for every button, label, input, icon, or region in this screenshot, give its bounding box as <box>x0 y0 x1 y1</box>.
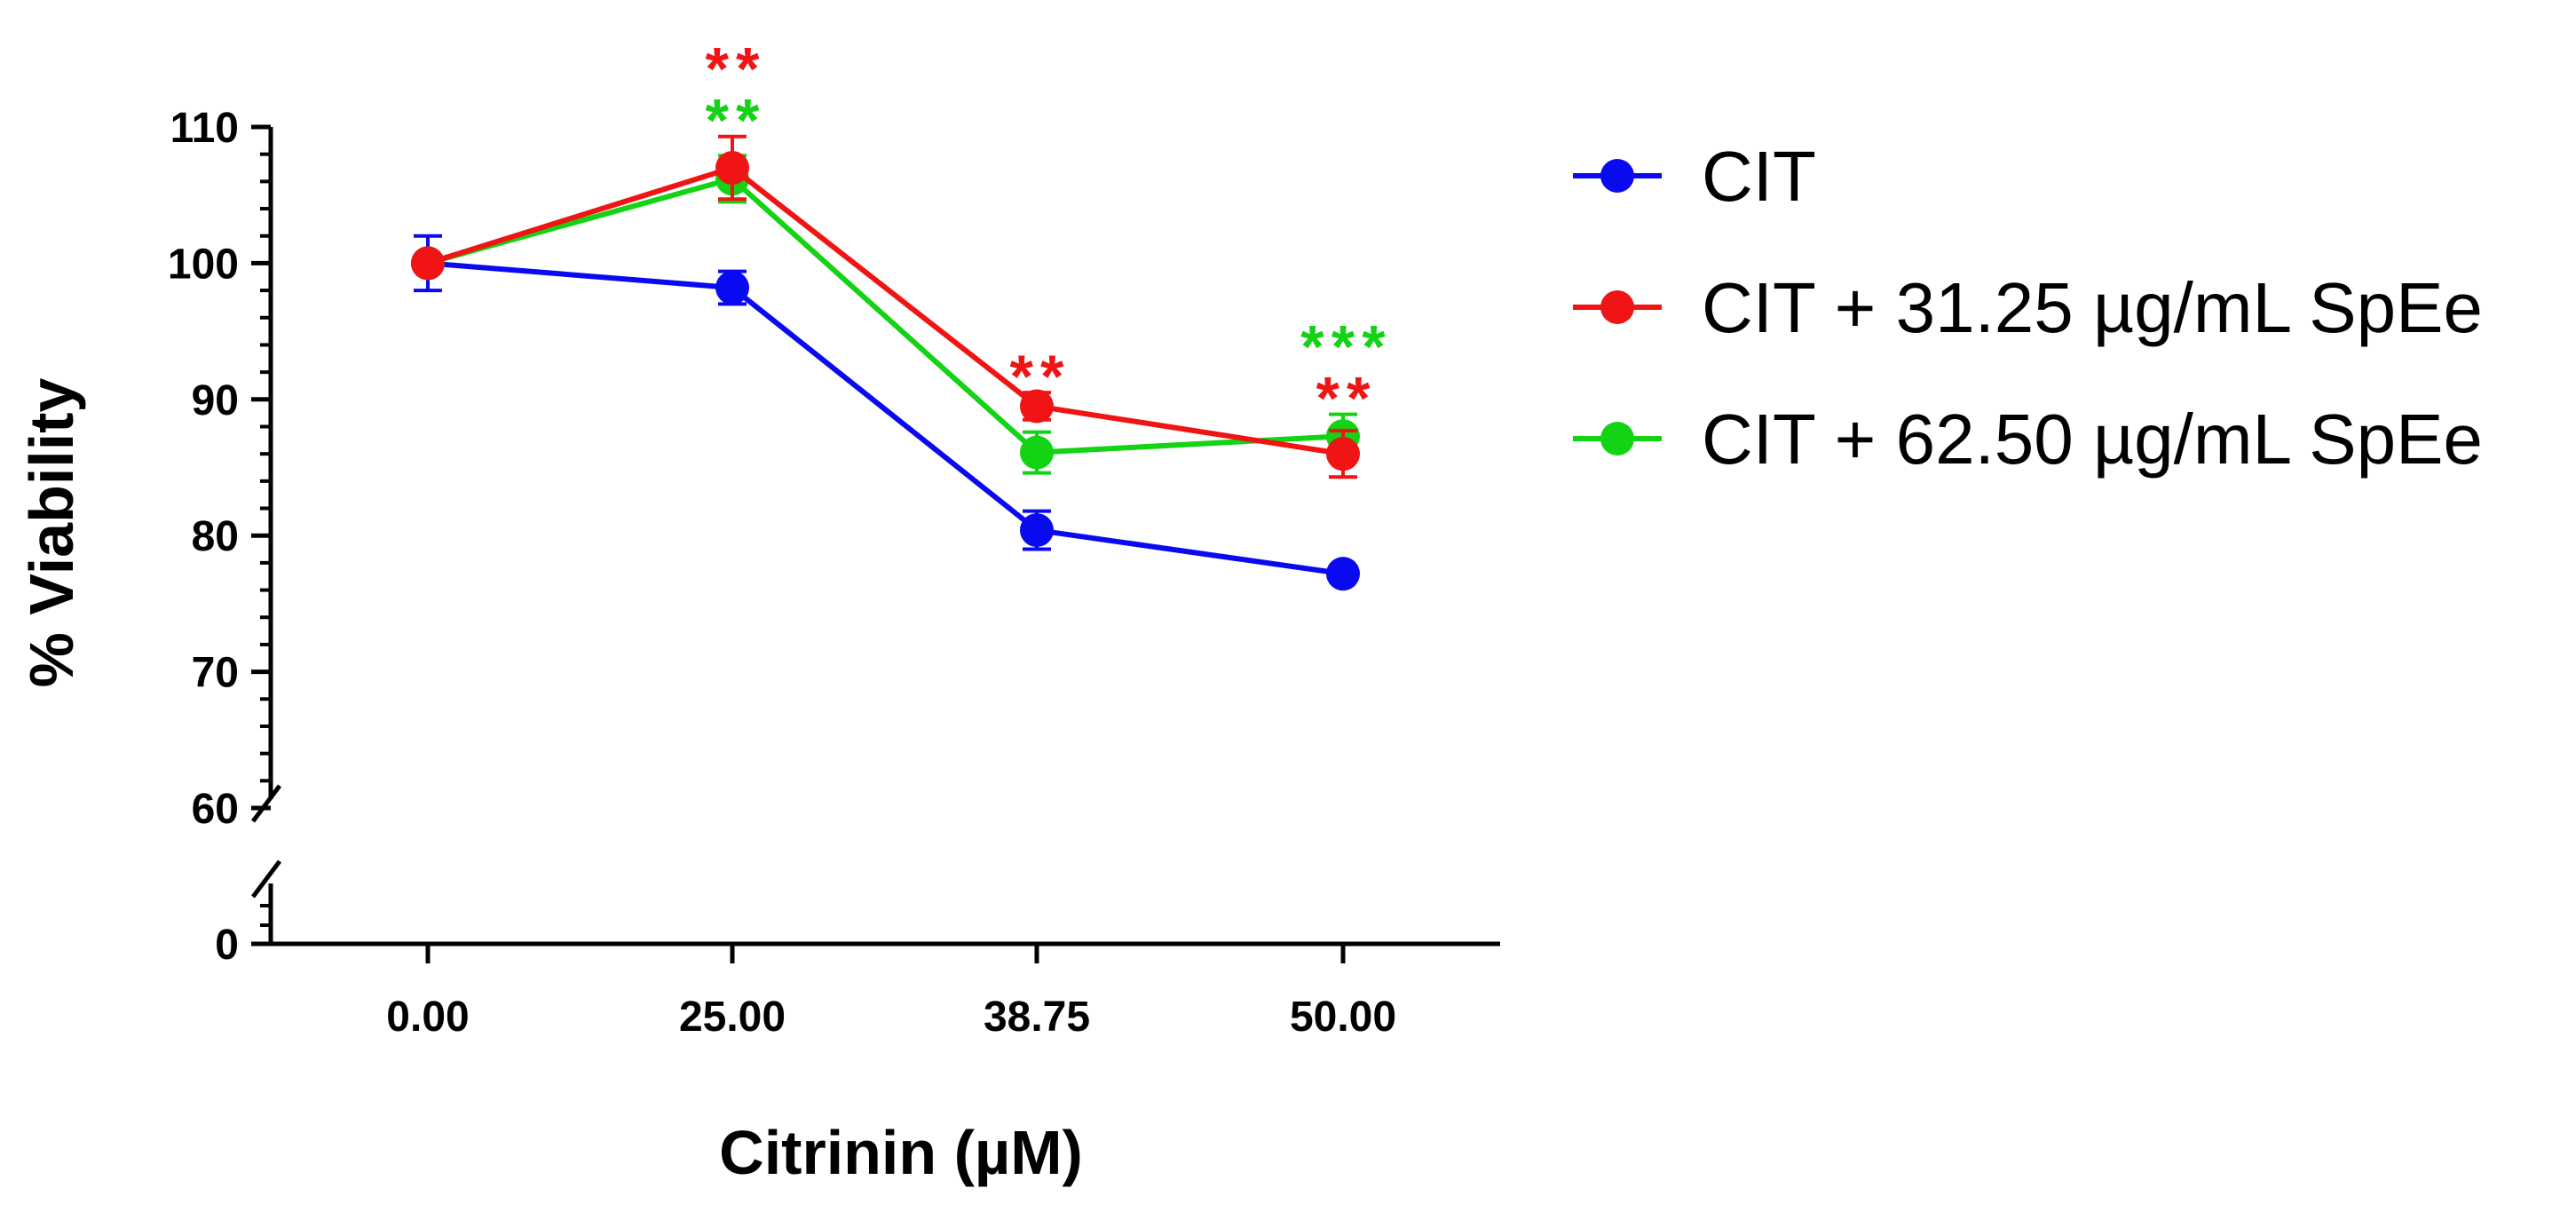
significance-label: ** <box>706 36 767 103</box>
legend-label: CIT + 31.25 µg/mL SpEe <box>1702 268 2483 347</box>
x-tick-label: 38.75 <box>984 994 1090 1041</box>
series-line <box>427 175 1344 455</box>
legend-layer: CIT CIT + 31.25 µg/mL SpEe CIT + 62.50 µg/… <box>1573 137 2483 479</box>
significance-label: ** <box>1010 343 1071 410</box>
data-point <box>1020 389 1054 424</box>
series-0 <box>411 234 1360 591</box>
significance-label: *** <box>1300 313 1392 381</box>
legend-swatch-marker <box>1600 422 1634 455</box>
legend-item-2: CIT + 62.50 µg/mL SpEe <box>1573 400 2483 479</box>
legend-item-0: CIT <box>1573 137 1816 216</box>
y-tick-label: 80 <box>192 513 239 560</box>
series-line <box>427 260 1344 577</box>
significance-label: ** <box>706 87 767 154</box>
data-point <box>715 271 749 305</box>
y-tick-label: 60 <box>192 786 239 833</box>
series-1 <box>411 134 1360 479</box>
y-axis-title: % Viability <box>17 378 86 688</box>
series-2 <box>411 154 1360 475</box>
legend-label: CIT <box>1702 137 1816 216</box>
x-axis-title: Citrinin (µM) <box>719 1118 1083 1187</box>
data-point <box>1326 437 1360 471</box>
significance-label: ** <box>1316 365 1378 432</box>
plot-layer: ****** ***** <box>411 36 1392 591</box>
series-line <box>427 164 1344 457</box>
axis-break-mark <box>251 784 281 823</box>
y-tick-label: 0 <box>215 922 239 969</box>
axes-layer: 110 100 90 80 70 60 0 0.00 25.00 38.75 50.00 <box>168 105 1500 1041</box>
data-point <box>1020 435 1054 470</box>
data-point <box>411 246 445 281</box>
data-point <box>1326 557 1360 591</box>
legend-swatch-marker <box>1600 159 1634 193</box>
y-tick-label: 100 <box>168 241 239 288</box>
legend-label: CIT + 62.50 µg/mL SpEe <box>1702 400 2483 479</box>
x-tick-label: 0.00 <box>386 994 469 1041</box>
x-tick-label: 50.00 <box>1290 994 1396 1041</box>
legend-item-1: CIT + 31.25 µg/mL SpEe <box>1573 268 2483 347</box>
axis-break-mark <box>251 859 281 899</box>
y-tick-label: 110 <box>170 105 239 152</box>
data-point <box>715 151 749 186</box>
legend-swatch-marker <box>1600 290 1634 324</box>
y-tick-label: 90 <box>192 377 239 424</box>
x-tick-label: 25.00 <box>679 994 786 1041</box>
y-tick-label: 70 <box>192 650 239 697</box>
data-point <box>1020 513 1054 548</box>
